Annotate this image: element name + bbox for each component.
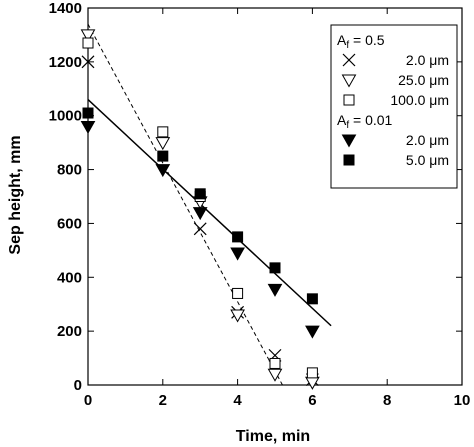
legend-label-0-2: 100.0 μm (390, 92, 449, 108)
fit-line-solid (87, 99, 332, 327)
data-point-series-1-4 (267, 368, 283, 382)
data-point-series-1-0 (80, 29, 96, 43)
y-tick-label: 800 (57, 162, 82, 179)
data-points (80, 29, 320, 390)
x-tick-label: 2 (159, 392, 167, 409)
data-point-series-2-1 (157, 126, 169, 138)
legend-label-1-0: 2.0 μm (406, 132, 449, 148)
data-point-series-2-0 (82, 37, 94, 49)
data-point-series-3-5 (305, 325, 320, 339)
x-axis-label: Time, min (236, 428, 310, 445)
data-point-series-4-4 (269, 262, 281, 274)
legend-marker-1-1 (343, 154, 355, 166)
y-tick-800: 800 (57, 162, 462, 179)
legend: Af = 0.5 2.0 μm 25.0 μm 100.0 μm Af = 0.01 2.… (330, 24, 458, 189)
y-tick-400: 400 (57, 269, 462, 286)
legend-marker-1-0 (341, 134, 357, 148)
data-point-series-0-1 (193, 222, 207, 236)
legend-label-0-0: 2.0 μm (406, 52, 449, 68)
y-tick-1400: 1400 (49, 0, 462, 17)
data-point-series-2-5 (306, 367, 318, 379)
x-tick-6: 6 (308, 8, 317, 409)
data-point-series-1-1 (155, 137, 171, 151)
data-point-series-4-2 (194, 188, 206, 200)
fit-lines (87, 23, 332, 386)
legend-group-heading: Af = 0.01 (337, 112, 393, 131)
data-point-series-4-0 (82, 107, 94, 119)
x-tick-0: 0 (84, 8, 92, 409)
x-tick-2: 2 (159, 8, 167, 409)
y-tick-label: 400 (57, 269, 82, 286)
y-tick-label: 1000 (49, 108, 82, 125)
y-tick-label: 1200 (49, 54, 82, 71)
data-point-series-3-3 (230, 247, 245, 261)
legend-label-0-1: 25.0 μm (398, 72, 449, 88)
x-tick-label: 10 (454, 392, 471, 409)
data-point-series-4-1 (157, 150, 169, 162)
data-point-series-4-5 (306, 293, 318, 305)
x-tick-4: 4 (233, 8, 242, 409)
data-point-series-3-1 (155, 164, 171, 178)
y-tick-label: 200 (57, 323, 82, 340)
legend-group-heading: Af = 0.5 (337, 32, 385, 51)
data-point-series-0-0 (81, 55, 95, 69)
y-tick-label: 600 (57, 215, 82, 232)
x-tick-8: 8 (383, 8, 391, 409)
y-axis-ticks: 0 200 400 600 800 1000 1200 1400 (49, 0, 462, 394)
legend-marker-0-1 (341, 74, 357, 88)
y-tick-600: 600 (57, 215, 462, 232)
data-point-series-3-0 (80, 120, 96, 135)
plot-border (87, 7, 463, 386)
y-tick-200: 200 (57, 323, 462, 340)
data-point-series-3-2 (192, 207, 208, 221)
x-tick-label: 8 (383, 392, 391, 409)
legend-label-1-1: 5.0 μm (406, 152, 449, 168)
legend-marker-0-2 (343, 94, 355, 106)
y-tick-label: 1400 (49, 0, 82, 17)
x-tick-label: 4 (233, 392, 242, 409)
data-point-series-1-5 (305, 376, 320, 390)
data-point-series-3-4 (267, 283, 283, 297)
y-tick-0: 0 (74, 377, 462, 394)
data-point-series-2-3 (232, 287, 244, 299)
x-tick-10: 10 (454, 8, 471, 409)
fit-line-dashed (87, 23, 283, 386)
data-point-series-4-3 (232, 231, 244, 243)
x-tick-label: 0 (84, 392, 92, 409)
y-axis-label: Sep height, mm (7, 135, 24, 254)
legend-marker-0-0 (342, 53, 356, 67)
data-point-series-1-3 (230, 309, 245, 323)
x-axis-ticks: 0 2 4 6 8 10 (84, 8, 471, 409)
plot-frame (87, 7, 463, 386)
x-tick-label: 6 (308, 392, 316, 409)
data-point-series-2-4 (269, 357, 281, 369)
y-tick-label: 0 (74, 377, 82, 394)
